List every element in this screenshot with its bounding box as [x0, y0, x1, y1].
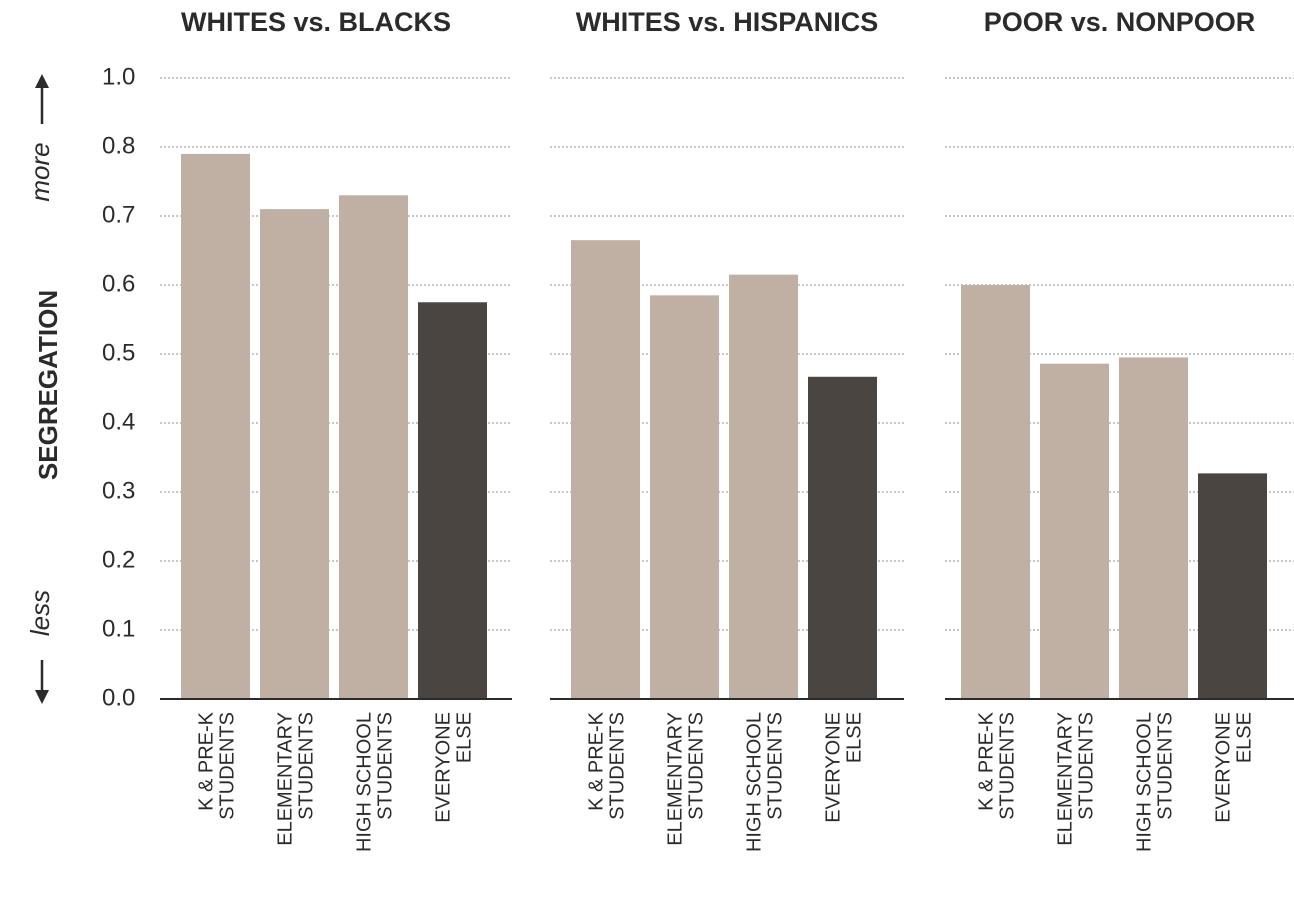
bar	[418, 302, 487, 699]
chart-panel: POOR vs. NONPOOR K & PRE-KSTUDENTS ELEMENT…	[945, 7, 1294, 852]
bar	[961, 285, 1030, 699]
y-tick-label: 0.8	[102, 132, 135, 159]
y-direction-less-label: less	[25, 590, 55, 636]
y-tick-label: 0.4	[102, 408, 135, 435]
panel-title: WHITES vs. BLACKS	[181, 7, 451, 37]
category-label: K & PRE-KSTUDENTS	[586, 711, 629, 819]
category-label: ELEMENTARYSTUDENTS	[275, 712, 318, 846]
chart-panel: WHITES vs. HISPANICS K & PRE-KSTUDENTS ELE…	[550, 7, 904, 852]
y-tick-label: 0.6	[102, 270, 135, 297]
y-tick-label: 0.5	[102, 339, 135, 366]
panel-title: WHITES vs. HISPANICS	[576, 7, 879, 37]
bar	[260, 209, 329, 699]
category-label: HIGH SCHOOLSTUDENTS	[354, 712, 397, 852]
category-label: K & PRE-KSTUDENTS	[976, 711, 1019, 819]
y-tick-label: 0.0	[102, 684, 135, 711]
bar	[1119, 357, 1188, 699]
y-tick-label: 0.1	[102, 615, 135, 642]
bar	[181, 153, 250, 699]
y-tick-label: 0.3	[102, 477, 135, 504]
bar	[339, 195, 408, 700]
bar	[729, 274, 798, 699]
category-label: EVERYONEELSE	[823, 712, 866, 823]
bar	[1040, 363, 1109, 699]
category-label: EVERYONEELSE	[433, 712, 476, 823]
y-tick-label: 0.2	[102, 546, 135, 573]
chart-panel: WHITES vs. BLACKS K & PRE-KSTUDENTS ELEMEN…	[160, 7, 512, 852]
y-tick-label: 1.0	[102, 63, 135, 90]
category-label: ELEMENTARYSTUDENTS	[1055, 712, 1098, 846]
bar	[1198, 473, 1267, 699]
bar	[571, 240, 640, 699]
category-label: ELEMENTARYSTUDENTS	[665, 712, 708, 846]
category-label: K & PRE-KSTUDENTS	[196, 711, 239, 819]
category-label: HIGH SCHOOLSTUDENTS	[744, 712, 787, 852]
bar	[650, 295, 719, 699]
panel-title: POOR vs. NONPOOR	[984, 7, 1256, 37]
y-direction-more-label: more	[25, 142, 55, 201]
y-axis-area: SEGREGATION more less	[25, 74, 63, 704]
y-tick-label: 0.7	[102, 201, 135, 228]
category-label: HIGH SCHOOLSTUDENTS	[1134, 712, 1177, 852]
category-label: EVERYONEELSE	[1213, 712, 1256, 823]
arrow-down-icon	[35, 660, 49, 704]
y-axis-label: SEGREGATION	[33, 290, 63, 480]
bar	[808, 376, 877, 699]
arrow-up-icon	[35, 74, 49, 124]
chart-panels: WHITES vs. BLACKS K & PRE-KSTUDENTS ELEMEN…	[160, 7, 1294, 852]
y-tick-labels: 0.0 0.1 0.2 0.3 0.4 0.5 0.6 0.7 0.8 1.0	[102, 63, 135, 711]
